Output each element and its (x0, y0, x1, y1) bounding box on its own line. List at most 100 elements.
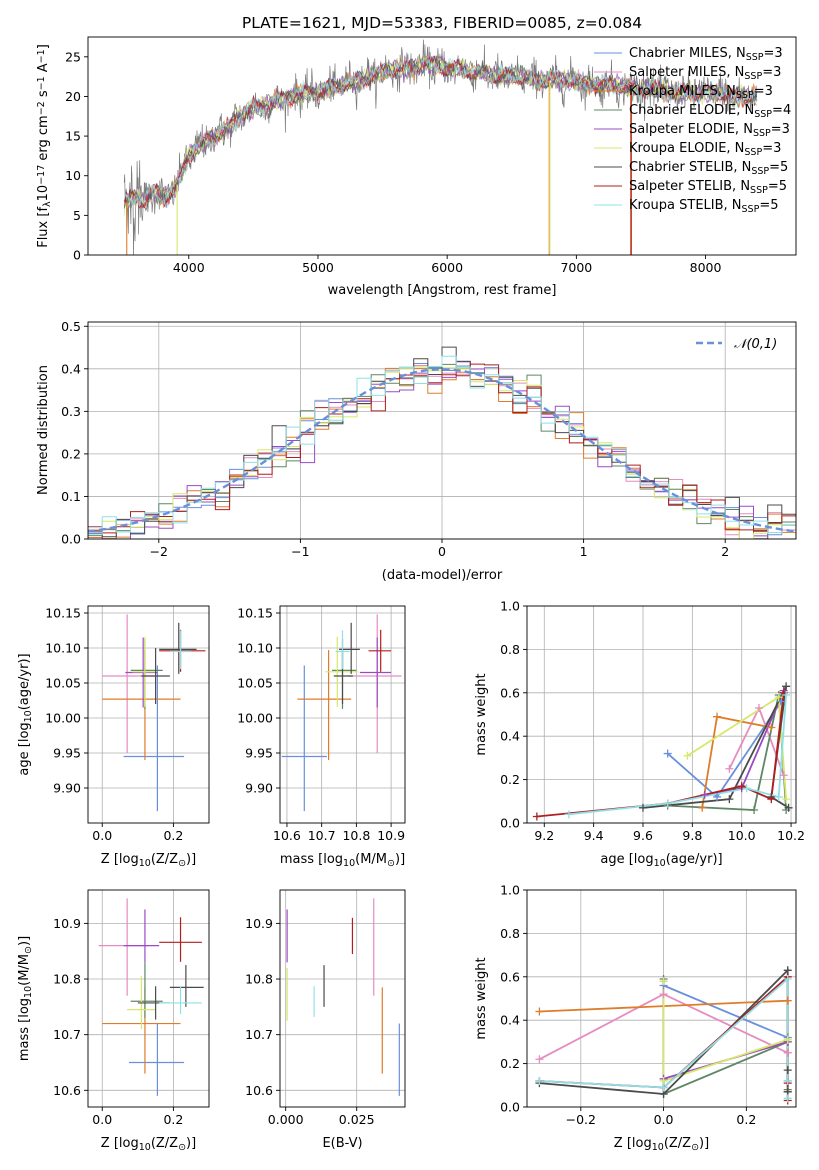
spectrum-y-axis-label-part: ] (36, 44, 51, 49)
x-tick-label: 0.2 (163, 828, 183, 843)
age-vs-Z-panel-x-axis-label-part: ⊙ (178, 858, 186, 869)
y-tick-label: 10.8 (53, 972, 81, 987)
y-tick-label: 10.10 (45, 641, 81, 656)
y-tick-label: 10.00 (237, 711, 273, 726)
legend-entry-label-part: =3 (762, 141, 781, 156)
weight-vs-age-panel-x-axis-label: age [log10(age/yr)] (600, 852, 722, 869)
y-tick-label: 10.15 (237, 606, 273, 621)
x-tick-label: 5000 (302, 260, 334, 275)
legend-entry-label-part: =5 (769, 160, 788, 175)
weight-point-marker (683, 751, 692, 760)
weight-vs-Z-panel-y-axis-label: mass weight (474, 957, 489, 1039)
x-tick-label: 0.0 (92, 1112, 112, 1127)
weight-point-marker (783, 1035, 792, 1044)
weight-point-marker (663, 799, 672, 808)
y-tick-label: 0.8 (500, 642, 520, 657)
weight-point-marker (659, 977, 668, 986)
mass-vs-Z-panel-y-axis-label-part: mass [log (17, 998, 32, 1061)
weight-vs-Z-panel-x-axis-label: Z [log10(Z/Z⊙)] (614, 1136, 709, 1153)
age-vs-mass-panel-x-axis-label-part: )] (395, 852, 405, 867)
mass-vs-Z-panel-x-axis-label: Z [log10(Z/Z⊙)] (101, 1136, 196, 1153)
weight-point-marker (713, 792, 722, 801)
weight-vs-Z-panel-x-axis-label-part: Z [log (614, 1136, 652, 1151)
legend-entry-label-part: Salpeter STELIB, N (629, 179, 750, 194)
weight-vs-age-panel: 9.2 9.4 9.6 9.8 10.0 10.2 0.0 0.2 0.4 0.6 0.8 1.0 ag… (474, 599, 805, 869)
mass-vs-Z-panel-y-axis-label-part: 10 (23, 986, 34, 998)
y-tick-label: 0.4 (500, 729, 520, 744)
weight-point-marker (663, 749, 672, 758)
weight-point-marker (725, 764, 734, 773)
weight-vs-Z-panel-x-axis-label-part: (Z/Z (664, 1136, 691, 1151)
legend-entry-label-part: =5 (768, 179, 787, 194)
residual-x-axis-label: (data-model)/error (382, 568, 503, 583)
x-tick-label: 0.025 (339, 1112, 375, 1127)
weight-point-marker (783, 1094, 792, 1103)
axes-frame (279, 605, 406, 824)
weight-vs-age-panel-x-axis-label-part: (age/yr)] (666, 852, 723, 867)
weight-point-marker (784, 803, 793, 812)
residual-legend-label-part: 𝒩(0,1) (734, 337, 777, 352)
weight-point-marker (698, 803, 707, 812)
y-tick-label: 9.90 (245, 781, 273, 796)
y-tick-label: 25 (65, 49, 81, 64)
x-tick-label: 0.2 (736, 1112, 756, 1127)
x-tick-label: −2 (150, 544, 168, 559)
legend-entry-label-part: Kroupa ELODIE, N (629, 141, 744, 156)
x-tick-label: 10.2 (777, 828, 805, 843)
x-tick-label: 10.7 (308, 828, 336, 843)
legend-entry-label-part: SSP (751, 166, 769, 177)
weight-point-marker (783, 1066, 792, 1075)
mass-vs-Z-panel-y-axis-label-part: ⊙ (23, 946, 34, 954)
weight-vs-age-panel-y-axis-label-part: mass weight (474, 673, 489, 755)
weight-point-marker (782, 682, 791, 691)
y-tick-label: 10.05 (45, 676, 81, 691)
x-tick-label: 9.8 (682, 828, 702, 843)
x-tick-label: 7000 (560, 260, 592, 275)
x-tick-label: −0.2 (566, 1112, 596, 1127)
y-tick-label: 10.05 (237, 676, 273, 691)
mass-vs-Z-panel-x-axis-label-part: ⊙ (178, 1142, 186, 1153)
legend-entry-label-part: Kroupa MILES, N (629, 84, 736, 99)
y-tick-label: 0.2 (500, 1056, 520, 1071)
weight-point-marker (783, 1076, 792, 1085)
spectrum-y-axis-label-part: λ (42, 201, 53, 207)
mass-vs-EBV-panel-x-axis-label: E(B-V) (322, 1136, 362, 1151)
spectrum-y-axis-label-part: 10 (36, 185, 51, 202)
mass-vs-Z-panel-x-axis-label-part: )] (186, 1136, 196, 1151)
legend-entry-label-part: =3 (771, 122, 790, 137)
x-tick-label: 0.2 (163, 1112, 183, 1127)
weight-vs-Z-panel-x-axis-label-part: )] (699, 1136, 709, 1151)
y-tick-label: 10.10 (237, 641, 273, 656)
weight-vs-age-panel-x-axis-label-part: 10 (654, 858, 666, 869)
y-tick-label: 0.8 (500, 926, 520, 941)
x-tick-label: 9.2 (534, 828, 554, 843)
y-tick-label: 0.6 (500, 685, 520, 700)
spectrum-y-axis-label: Flux [fλ10−17 erg cm−2 s−1 A−1] (36, 44, 53, 248)
x-tick-label: 0.000 (268, 1112, 304, 1127)
weight-point-marker (779, 771, 788, 780)
age-vs-mass-panel-x-axis-label-part: ⊙ (387, 858, 395, 869)
legend-entry-label: Chabrier STELIB, NSSP=5 (629, 160, 788, 177)
weight-point-marker (659, 1083, 668, 1092)
normal-reference-curve (88, 368, 796, 533)
y-tick-label: 20 (65, 89, 81, 104)
spectrum-y-axis-label-part: −1 (36, 49, 47, 63)
plot-area (281, 614, 402, 812)
weight-point-marker (750, 805, 759, 814)
spectrum-y-axis-label-part: −2 (36, 101, 47, 115)
y-tick-label: 10.8 (245, 972, 273, 987)
age-vs-mass-panel-x-axis-label: mass [log10(M/M⊙)] (280, 852, 405, 869)
age-vs-Z-panel-y-axis-label-part: (age/yr)] (17, 653, 32, 710)
mass-vs-EBV-panel: 0.000 0.025 10.6 10.7 10.8 10.9 E(B-V) (245, 889, 406, 1151)
weight-vs-age-panel-x-axis-label-part: age [log (600, 852, 653, 867)
weight-vs-Z-panel-x-axis-label-part: 10 (652, 1142, 664, 1153)
legend-entry-label-part: =5 (759, 198, 778, 213)
residual-y-axis-label: Normed distribution (36, 365, 51, 495)
y-tick-label: 9.95 (245, 746, 273, 761)
plot-area (536, 685, 790, 818)
legend-entry-label-part: =3 (754, 84, 773, 99)
x-tick-label: 10.0 (728, 828, 756, 843)
weight-vs-age-panel-y-axis-label: mass weight (474, 673, 489, 755)
legend-entry-label-part: SSP (754, 109, 772, 120)
residual-y-axis-label-part: Normed distribution (36, 365, 51, 495)
